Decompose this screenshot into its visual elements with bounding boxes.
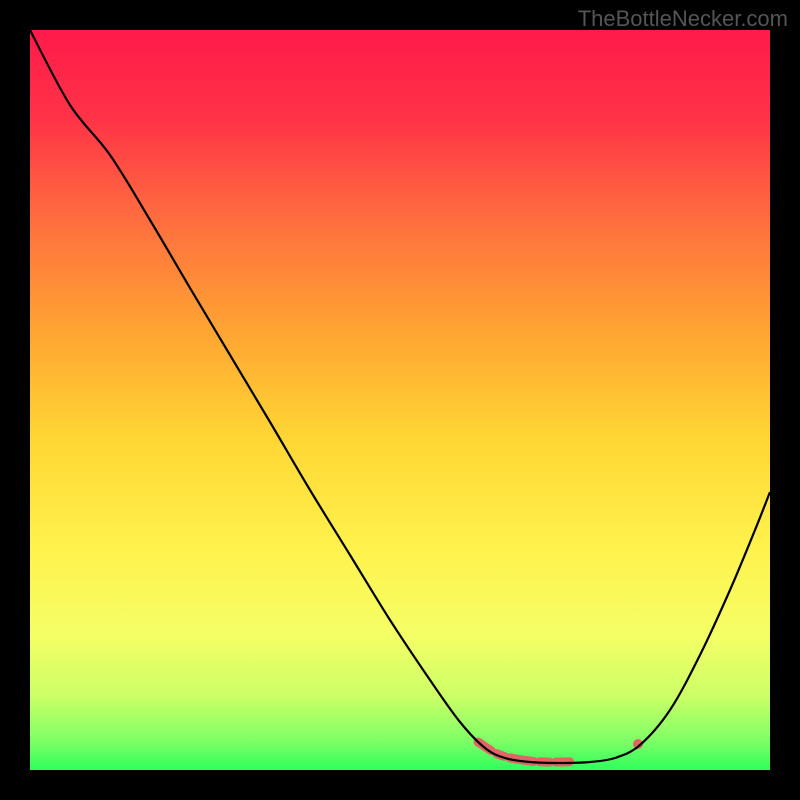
chart-frame [30,30,770,770]
chart-container: TheBottleNecker.com [0,0,800,800]
main-curve [30,30,770,763]
bottleneck-curve-layer [30,30,770,770]
watermark-text: TheBottleNecker.com [578,6,788,32]
